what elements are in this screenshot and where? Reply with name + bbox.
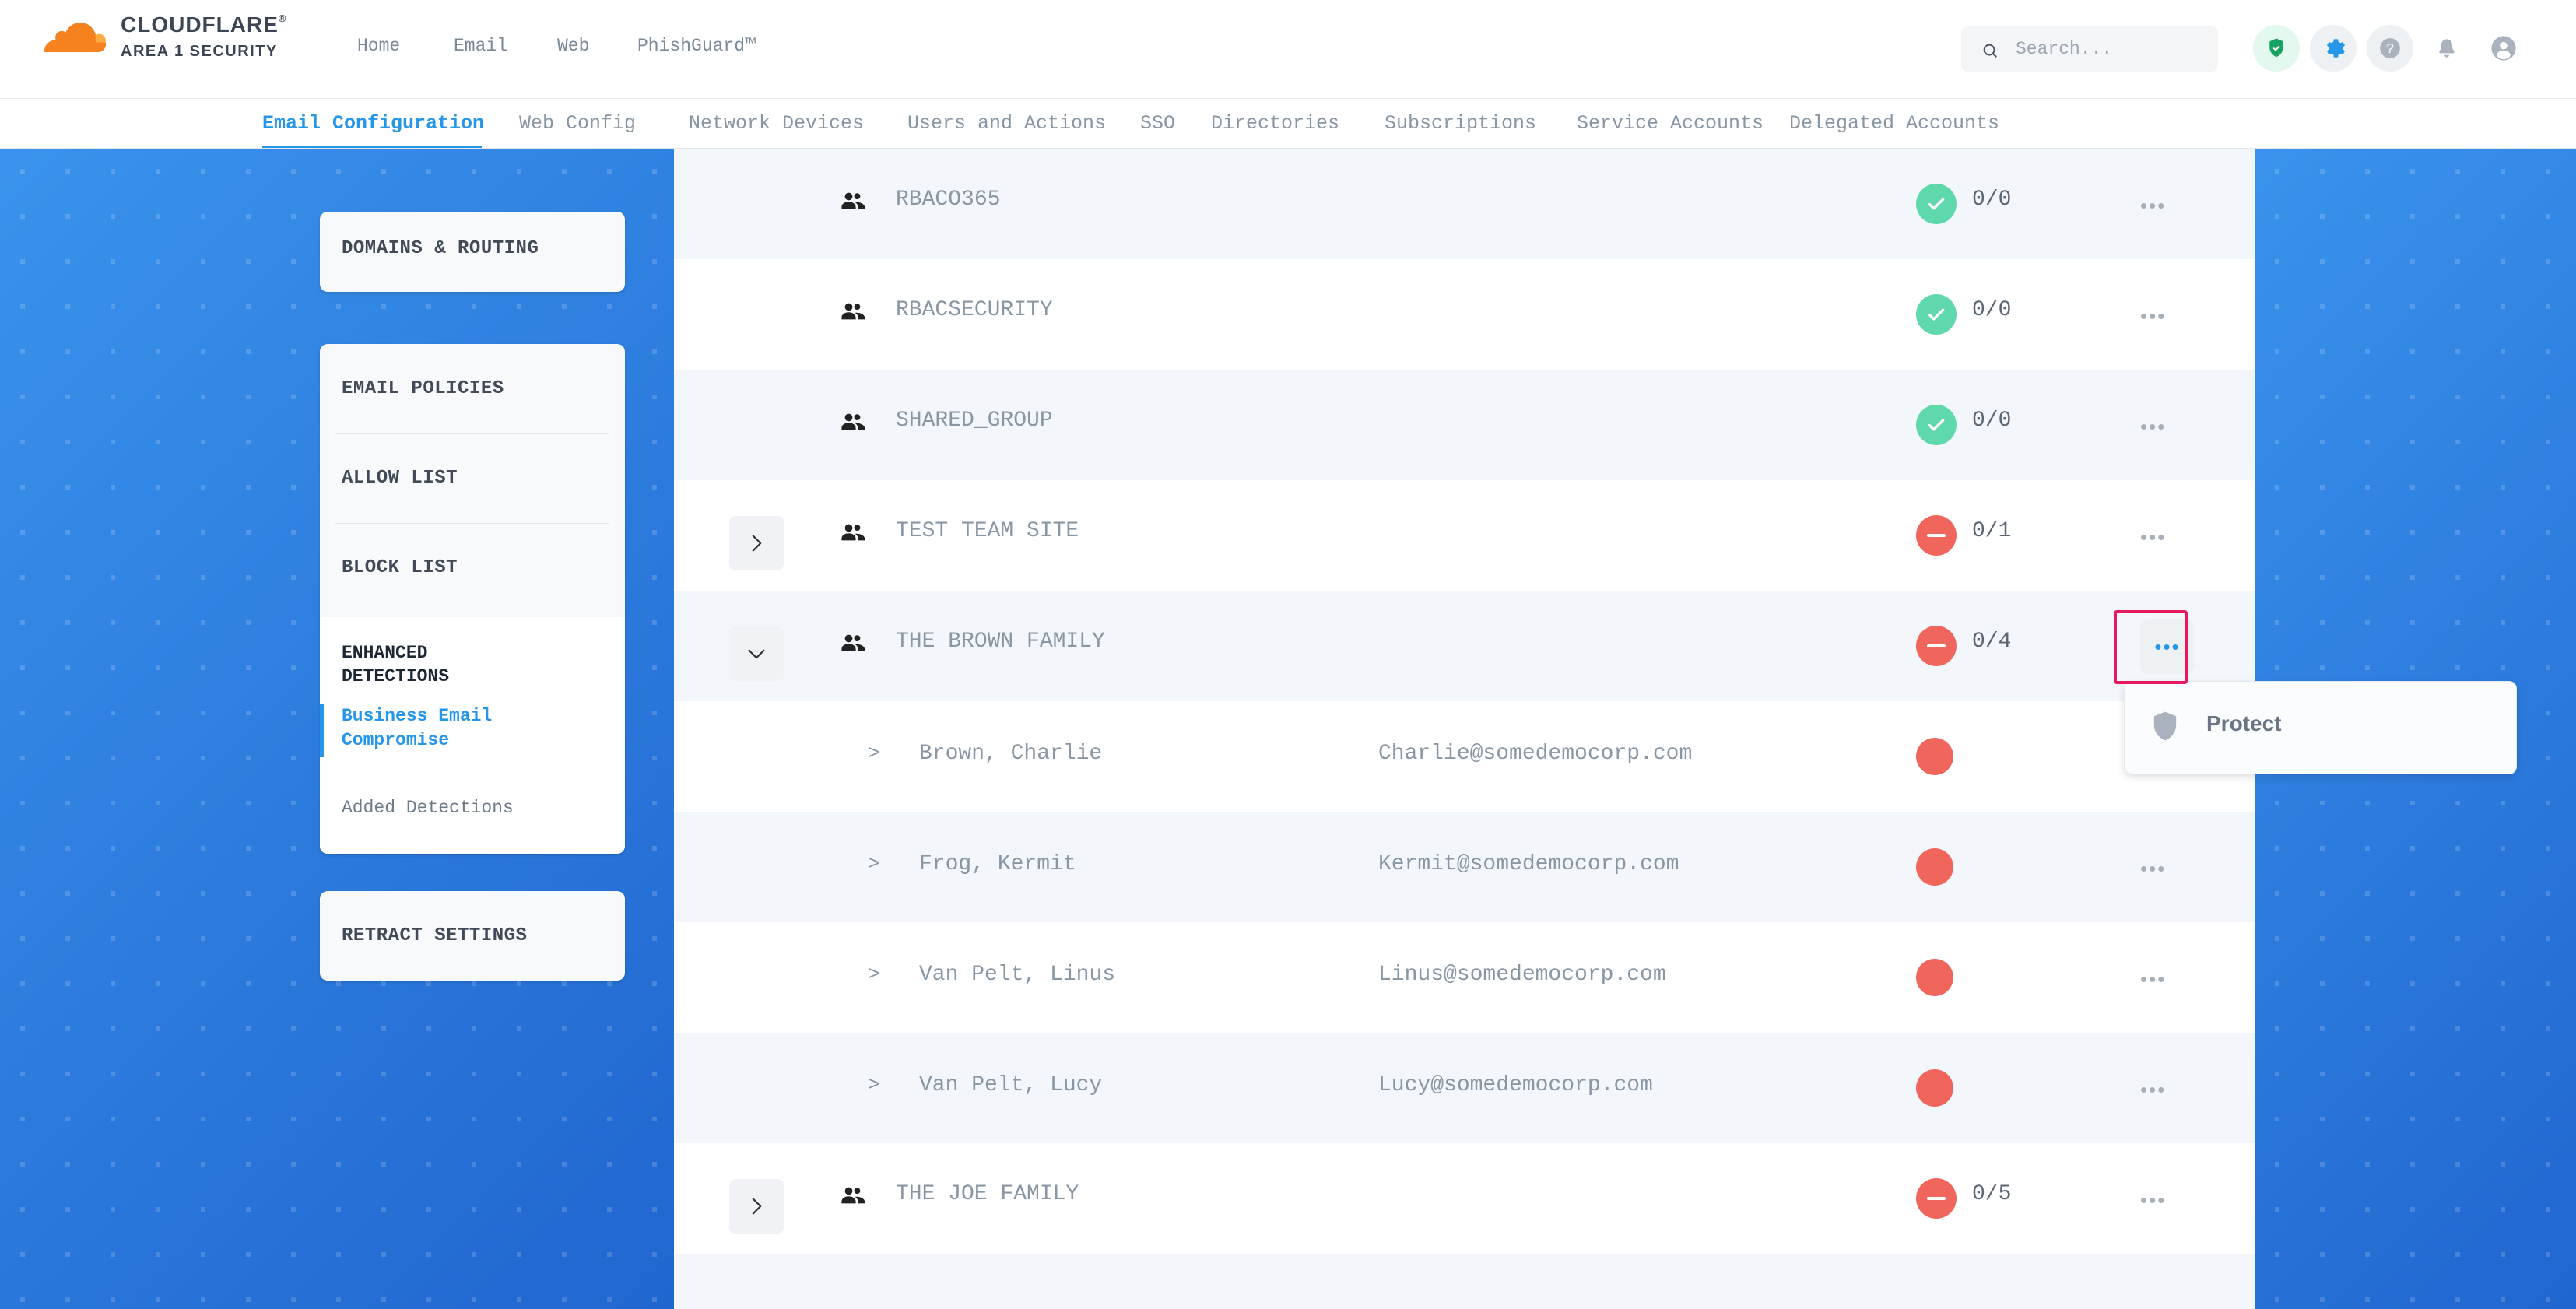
svg-text:?: ? xyxy=(2386,40,2394,56)
